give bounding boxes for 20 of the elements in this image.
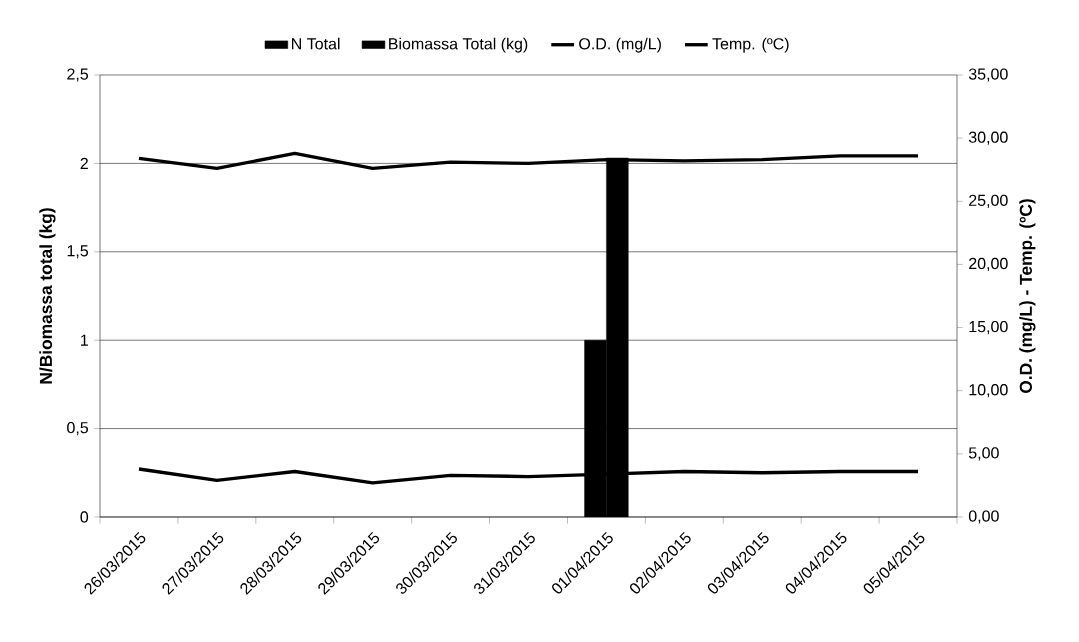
y-tick-label: 1,5	[67, 245, 89, 259]
y2-tick-label: 20,00	[969, 257, 1008, 272]
y-tick-label: 0,5	[67, 421, 89, 436]
y2-tick-label: 30,00	[968, 131, 1008, 145]
y2-tick-label: 15,00	[969, 320, 1008, 335]
legend-label: N Total	[292, 37, 340, 50]
y-tick-label: 2	[80, 157, 88, 169]
y-axis-title: N/Biomassa total (kg)	[39, 208, 56, 384]
y2-tick-label: 35,00	[968, 68, 1008, 82]
legend-label: Biomassa Total (kg)	[389, 37, 528, 53]
y-tick-label: 1	[81, 334, 88, 346]
y-tick-label: 0	[80, 511, 89, 523]
y2-axis-title: O.D. (mg/L) - Temp. (ºC)	[1019, 199, 1036, 393]
y-tick-label: 2,5	[67, 68, 89, 82]
legend-label: O.D. (mg/L)	[579, 37, 661, 53]
y2-tick-label: 25,00	[969, 194, 1008, 208]
y2-tick-label: 5,00	[968, 447, 999, 461]
legend-label: Temp. (ºC)	[712, 37, 789, 53]
y2-tick-label: 0,00	[968, 510, 999, 524]
y2-tick-label: 10,00	[969, 384, 1008, 398]
